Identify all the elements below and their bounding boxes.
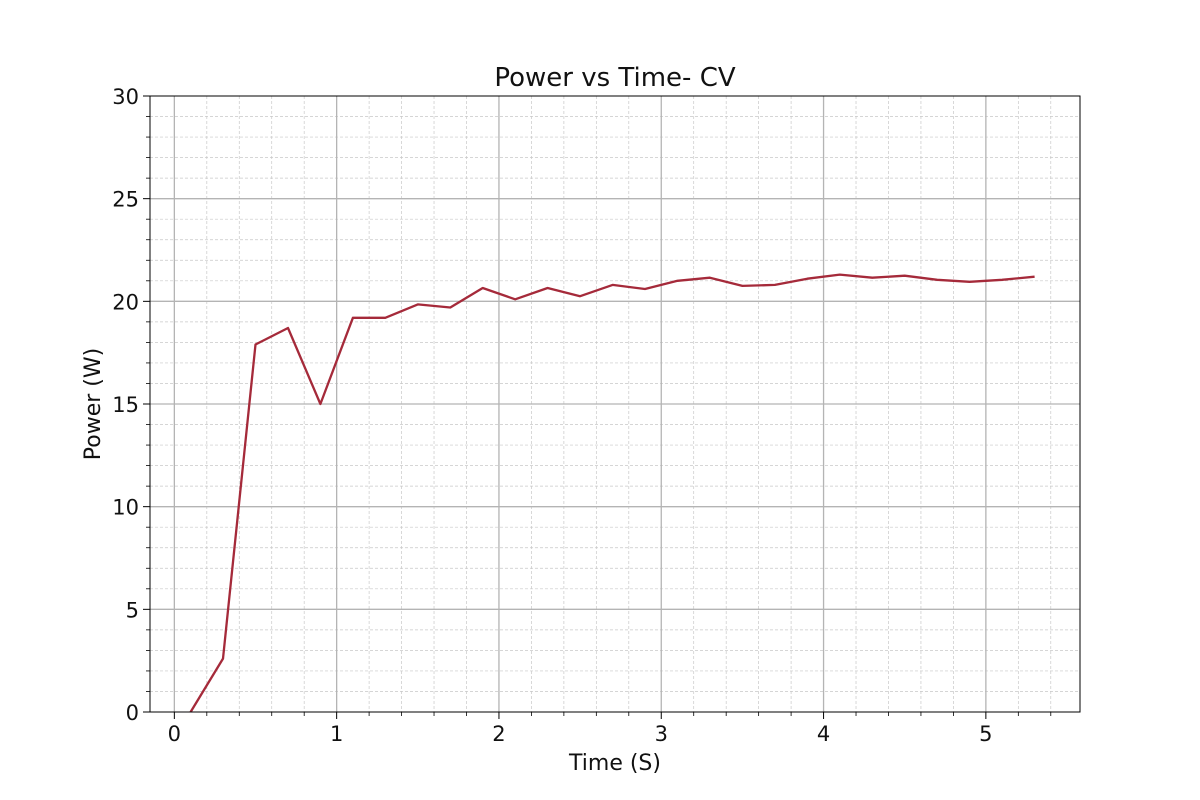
major-gridlines [150, 96, 1080, 712]
y-tick-label: 30 [112, 85, 139, 109]
series-layer [189, 273, 1035, 713]
x-tick-label: 0 [168, 722, 181, 746]
y-tick-label: 25 [112, 188, 139, 212]
x-axis-title: Time (S) [568, 751, 661, 776]
series-line [189, 273, 1035, 713]
x-tick-label: 2 [492, 722, 505, 746]
x-tick-label: 5 [979, 722, 992, 746]
x-tick-label: 3 [655, 722, 668, 746]
x-tick-label: 1 [330, 722, 343, 746]
x-tick-label: 4 [817, 722, 830, 746]
chart-title: Power vs Time- CV [494, 63, 736, 93]
y-tick-label: 20 [112, 290, 139, 314]
y-axis-ticks: 0 5 10 15 20 25 30 [112, 85, 150, 725]
y-tick-label: 15 [112, 393, 139, 417]
y-tick-label: 0 [126, 701, 139, 725]
y-tick-label: 5 [126, 598, 139, 622]
y-tick-label: 10 [112, 496, 139, 520]
x-axis-ticks: 0 1 2 3 4 5 [168, 712, 1052, 746]
y-axis-title: Power (W) [81, 348, 106, 460]
